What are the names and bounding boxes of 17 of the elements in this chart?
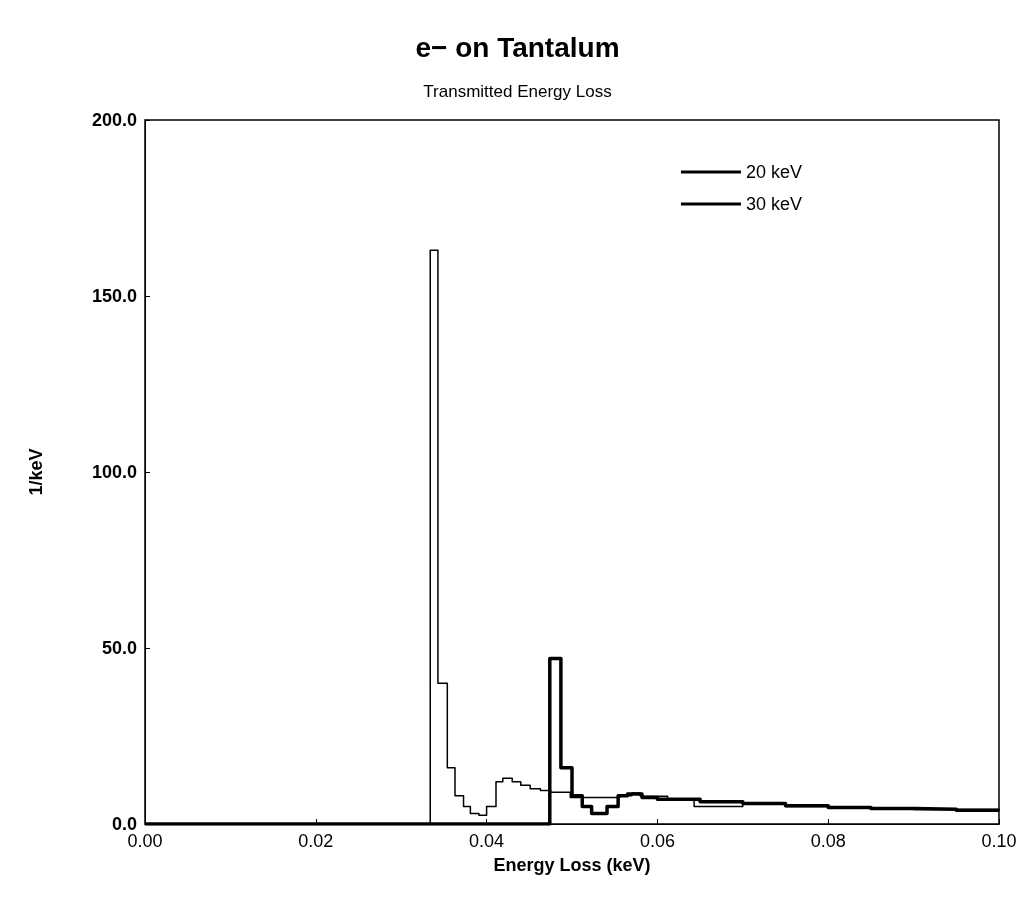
chart-title: e− on Tantalum: [415, 31, 620, 63]
y-axis-title: 1/keV: [26, 448, 46, 496]
y-tick-label: 50.0: [101, 638, 137, 658]
x-tick-label: 0.04: [469, 831, 505, 851]
y-tick-label: 200.0: [91, 110, 137, 130]
x-tick-label: 0.08: [810, 831, 846, 851]
legend-label: 30 keV: [745, 194, 803, 214]
y-tick-label: 0.0: [111, 814, 137, 834]
x-tick-label: 0.02: [298, 831, 334, 851]
x-axis-title: Energy Loss (keV): [493, 855, 651, 875]
legend-label: 20 keV: [745, 162, 803, 182]
y-tick-label: 100.0: [91, 462, 137, 482]
chart-subtitle: Transmitted Energy Loss: [423, 82, 612, 101]
x-tick-label: 0.00: [127, 831, 163, 851]
x-tick-label: 0.10: [981, 831, 1017, 851]
x-tick-label: 0.06: [639, 831, 675, 851]
y-tick-label: 150.0: [91, 286, 137, 306]
